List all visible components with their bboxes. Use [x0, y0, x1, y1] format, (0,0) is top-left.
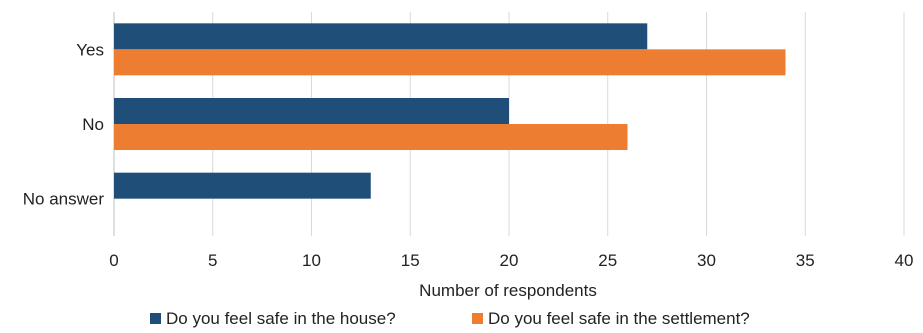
bar-settlement	[114, 49, 786, 76]
x-tick-label: 10	[302, 251, 321, 270]
y-axis-categories: Yes No No answer	[23, 40, 105, 208]
legend-swatch	[150, 313, 161, 324]
x-axis-title: Number of respondents	[419, 281, 597, 300]
x-tick-label: 15	[401, 251, 420, 270]
x-tick-label: 20	[500, 251, 519, 270]
category-label: Yes	[76, 40, 104, 59]
x-tick-label: 25	[598, 251, 617, 270]
legend-swatch	[472, 313, 483, 324]
legend-label: Do you feel safe in the settlement?	[488, 309, 750, 328]
bar-house	[114, 23, 648, 50]
bars	[114, 23, 786, 199]
bar-settlement	[114, 124, 628, 150]
x-tick-label: 30	[697, 251, 716, 270]
bar-house	[114, 98, 509, 124]
x-tick-label: 35	[796, 251, 815, 270]
x-tick-label: 5	[208, 251, 217, 270]
x-tick-label: 0	[109, 251, 118, 270]
category-label: No	[82, 115, 104, 134]
legend-label: Do you feel safe in the house?	[166, 309, 396, 328]
x-tick-label: 40	[895, 251, 914, 270]
legend: Do you feel safe in the house? Do you fee…	[150, 309, 750, 328]
x-axis-ticks: 0 5 10 15 20 25 30 35 40	[109, 251, 913, 270]
bar-house	[114, 172, 371, 199]
category-label: No answer	[23, 190, 105, 209]
